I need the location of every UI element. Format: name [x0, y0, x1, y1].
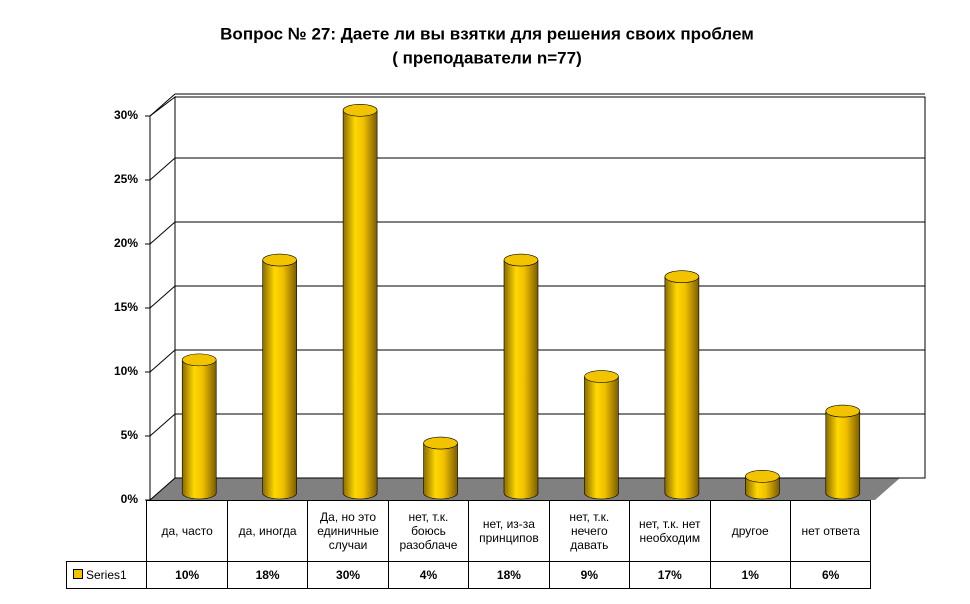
table-corner — [67, 501, 147, 562]
bar — [423, 436, 458, 500]
x-tick-label: да, часто — [146, 500, 228, 562]
x-tick-label: да, иногда — [226, 500, 309, 562]
y-tick-label: 15% — [114, 300, 138, 314]
bar — [745, 470, 780, 500]
bar — [181, 353, 217, 500]
side-wall — [149, 95, 176, 502]
bar — [503, 253, 539, 500]
bar — [664, 270, 700, 500]
x-tick-label: нет, т.к. нечего давать — [548, 500, 631, 562]
y-tick-label: 30% — [114, 108, 138, 122]
grid-line — [149, 157, 176, 181]
x-tick-label: нет, из-за принципов — [468, 500, 550, 562]
bar — [825, 404, 861, 500]
data-label: 1% — [709, 561, 791, 589]
data-label: 30% — [307, 561, 389, 589]
category-row: да, часто да, иногда Да, но это единичные … — [67, 500, 872, 562]
grid-line — [149, 93, 176, 117]
grid-line — [149, 221, 176, 245]
back-wall — [174, 96, 926, 479]
data-label: 4% — [387, 561, 470, 589]
data-label: 10% — [146, 561, 228, 589]
legend-cell: Series1 — [65, 561, 148, 589]
chart-subtitle: ( преподаватели n=77) — [392, 48, 581, 67]
legend-swatch — [73, 569, 83, 579]
chart-title: Вопрос № 27: Даете ли вы взятки для реше… — [220, 24, 754, 43]
y-tick-label: 10% — [114, 364, 138, 378]
y-tick-label: 5% — [121, 428, 139, 442]
x-tick-label: нет ответа — [789, 500, 872, 562]
y-tick-label: 20% — [114, 236, 138, 250]
data-label: 17% — [629, 561, 711, 589]
value-row: Series1 10% 18% 30% 4% 18% 9% 17% 1% 6% — [65, 561, 872, 589]
data-label: 18% — [226, 561, 309, 589]
data-label: 6% — [789, 561, 872, 589]
data-label: 9% — [548, 561, 631, 589]
x-tick-label: нет, т.к. нет необходим — [629, 500, 711, 562]
bar — [584, 370, 619, 500]
grid-line — [149, 413, 176, 437]
x-tick-label: другое — [709, 500, 791, 562]
x-tick-label: Да, но это единичные случаи — [307, 500, 389, 562]
x-tick-label: нет, т.к. боюсь разоблаче — [387, 500, 470, 562]
grid-line — [149, 285, 176, 309]
grid-line — [149, 349, 176, 373]
legend-label: Series1 — [86, 568, 127, 582]
y-tick-label: 0% — [121, 492, 139, 506]
bar — [342, 103, 378, 500]
data-label: 18% — [468, 561, 550, 589]
y-tick-label: 25% — [114, 172, 138, 186]
bar — [262, 253, 297, 500]
data-table: да, часто да, иногда Да, но это единичные … — [65, 500, 872, 589]
